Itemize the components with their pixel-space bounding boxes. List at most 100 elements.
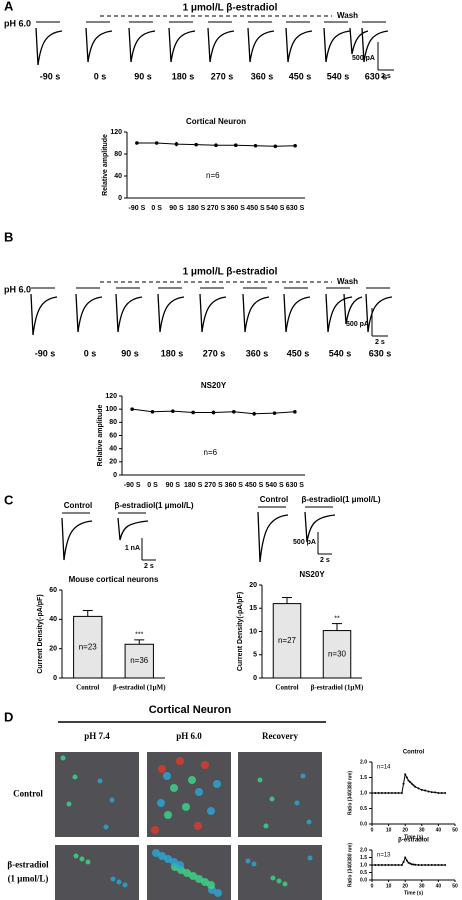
x-tick-label: 360 S [227, 205, 246, 212]
time-label: 0 s [84, 348, 97, 358]
x-tick-label: 50 [452, 827, 458, 833]
time-label: 180 s [172, 71, 195, 81]
micrograph [238, 845, 322, 900]
x-tick-label: 450 S [246, 205, 265, 212]
cell [79, 856, 85, 862]
cell [207, 807, 215, 815]
y-tick-label: 80 [114, 151, 122, 158]
data-point [417, 787, 420, 790]
data-point [377, 792, 380, 794]
data-point [414, 863, 417, 866]
data-point [371, 864, 373, 866]
cell [257, 777, 263, 783]
panel-label: A [4, 0, 14, 13]
data-point [402, 782, 405, 785]
bar [124, 643, 154, 679]
time-label: -90 s [35, 348, 56, 358]
x-tick-label: 10 [386, 883, 392, 889]
y-axis-label: Relative amplitude [102, 134, 109, 196]
micrograph [55, 752, 139, 837]
x-tick-label: 270 S [207, 205, 226, 212]
data-point [400, 792, 403, 794]
x-tick-label: Control [275, 684, 298, 692]
chart-title: Cortical Neuron [186, 117, 246, 126]
data-point [424, 789, 427, 792]
annotation: n=6 [206, 171, 220, 180]
data-point [420, 864, 423, 866]
scale-time: 2 s [144, 563, 154, 570]
x-axis-label: Time (s) [404, 834, 423, 840]
cell [294, 800, 300, 806]
current-trace [247, 27, 275, 63]
x-tick-label: 40 [436, 827, 442, 833]
data-point [427, 790, 430, 793]
cell [66, 801, 72, 807]
y-tick-label: 20 [249, 582, 257, 589]
data-point [434, 791, 437, 794]
n-label: n=23 [79, 642, 98, 651]
significance: *** [135, 632, 143, 639]
y-tick-label: 2.0 [360, 847, 367, 853]
data-point [420, 788, 423, 791]
n-label: n=30 [328, 649, 347, 658]
current-trace [283, 293, 311, 333]
scale-time: 2 s [381, 73, 391, 80]
annotation: n=6 [204, 448, 218, 457]
row-label: β-estradiol [7, 860, 49, 870]
data-point [371, 792, 373, 794]
time-label: 180 s [161, 348, 184, 358]
cell [194, 822, 202, 830]
cell [158, 852, 166, 860]
x-tick-label: 40 [436, 883, 442, 889]
treatment-label: 1 μmol/L β-estradiol [183, 267, 278, 278]
current-trace [349, 27, 369, 55]
y-tick-label: 2.0 [360, 759, 367, 765]
x-tick-label: 540 S [265, 482, 284, 489]
data-line [372, 856, 446, 866]
data-point [440, 792, 443, 794]
cell [188, 776, 196, 784]
data-point [410, 782, 413, 785]
data-point [380, 792, 383, 794]
row-label: (1 μmol/L) [8, 874, 49, 884]
y-tick-label: 10 [249, 628, 257, 635]
data-point [417, 864, 420, 866]
x-tick-label: 0 S [147, 482, 158, 489]
scale-current: 500 pA [352, 55, 375, 62]
cell [151, 826, 159, 834]
data-point [374, 864, 377, 866]
y-tick-label: 0.0 [360, 821, 367, 827]
y-tick-label: 1.5 [360, 775, 367, 781]
current-trace [117, 517, 149, 541]
data-point [387, 864, 390, 866]
column-header: Recovery [262, 731, 298, 741]
cell [207, 881, 215, 889]
wash-label: Wash [337, 277, 358, 286]
scale-current: 500 pA [346, 321, 369, 328]
x-tick-label: 0 S [151, 205, 162, 212]
x-tick-label: 20 [402, 827, 408, 833]
significance: ** [334, 615, 340, 622]
time-label: 90 s [121, 348, 139, 358]
data-point [387, 792, 390, 794]
cell [263, 823, 269, 829]
y-tick-label: 1.0 [360, 790, 367, 796]
wash-label: Wash [337, 11, 358, 20]
cell [110, 876, 116, 882]
cell [195, 875, 203, 883]
current-trace [168, 27, 196, 63]
current-trace [361, 27, 389, 63]
panel-label: C [4, 492, 14, 507]
current-trace [257, 511, 289, 563]
data-point [404, 773, 407, 776]
current-trace [304, 511, 336, 543]
treatment-label: β-estradiol(1 μmol/L) [114, 501, 193, 510]
x-tick-label: 90 S [169, 205, 184, 212]
data-point [404, 856, 407, 859]
cell [85, 859, 91, 865]
panel-label: B [4, 229, 13, 244]
cell [214, 889, 222, 897]
x-tick-label: β-estradiol (1μM) [113, 684, 166, 692]
x-tick-label: β-estradiol (1μM) [311, 684, 364, 692]
scale-current: 1 nA [125, 545, 140, 552]
